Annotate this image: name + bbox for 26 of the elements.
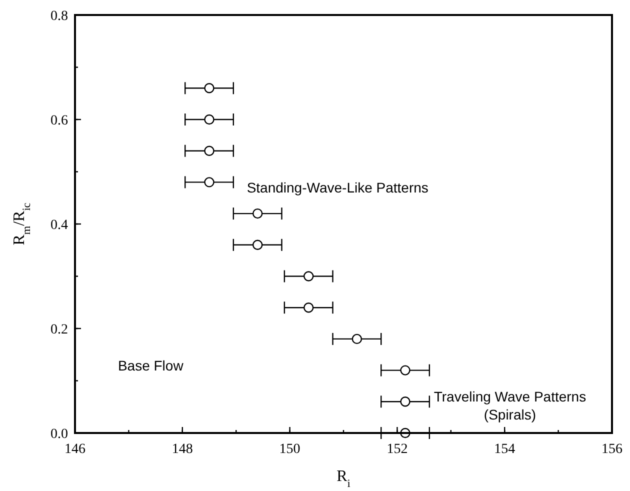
annotation: Standing-Wave-Like Patterns — [246, 180, 428, 196]
x-tick-label: 146 — [64, 442, 86, 457]
point — [204, 114, 214, 125]
point — [204, 146, 214, 156]
y-tick-label: 0.0 — [50, 427, 68, 442]
y-tick-label: 0.6 — [50, 114, 68, 128]
point — [204, 83, 214, 94]
point — [252, 208, 263, 219]
point — [303, 271, 314, 282]
x-tick-label: 156 — [602, 442, 622, 457]
point — [400, 365, 410, 376]
x-axis-title: R$_{i}$ — [336, 468, 350, 490]
point — [252, 240, 263, 250]
y-tick-label: 0.8 — [50, 9, 68, 24]
annotation: Base Flow — [118, 357, 184, 374]
y-tick-label: 0.2 — [50, 322, 68, 338]
point — [303, 302, 314, 313]
x-tick-label: 150 — [279, 442, 300, 457]
annotation: Traveling Wave Patterns (Spirals) — [434, 388, 586, 423]
y-tick-label: 0.4 — [50, 218, 68, 233]
point — [204, 177, 214, 188]
x-tick-label: 148 — [172, 442, 193, 457]
point — [352, 334, 362, 344]
point — [400, 396, 410, 407]
x-tick-label: 154 — [494, 442, 516, 457]
x-tick-label: 152 — [386, 442, 408, 457]
